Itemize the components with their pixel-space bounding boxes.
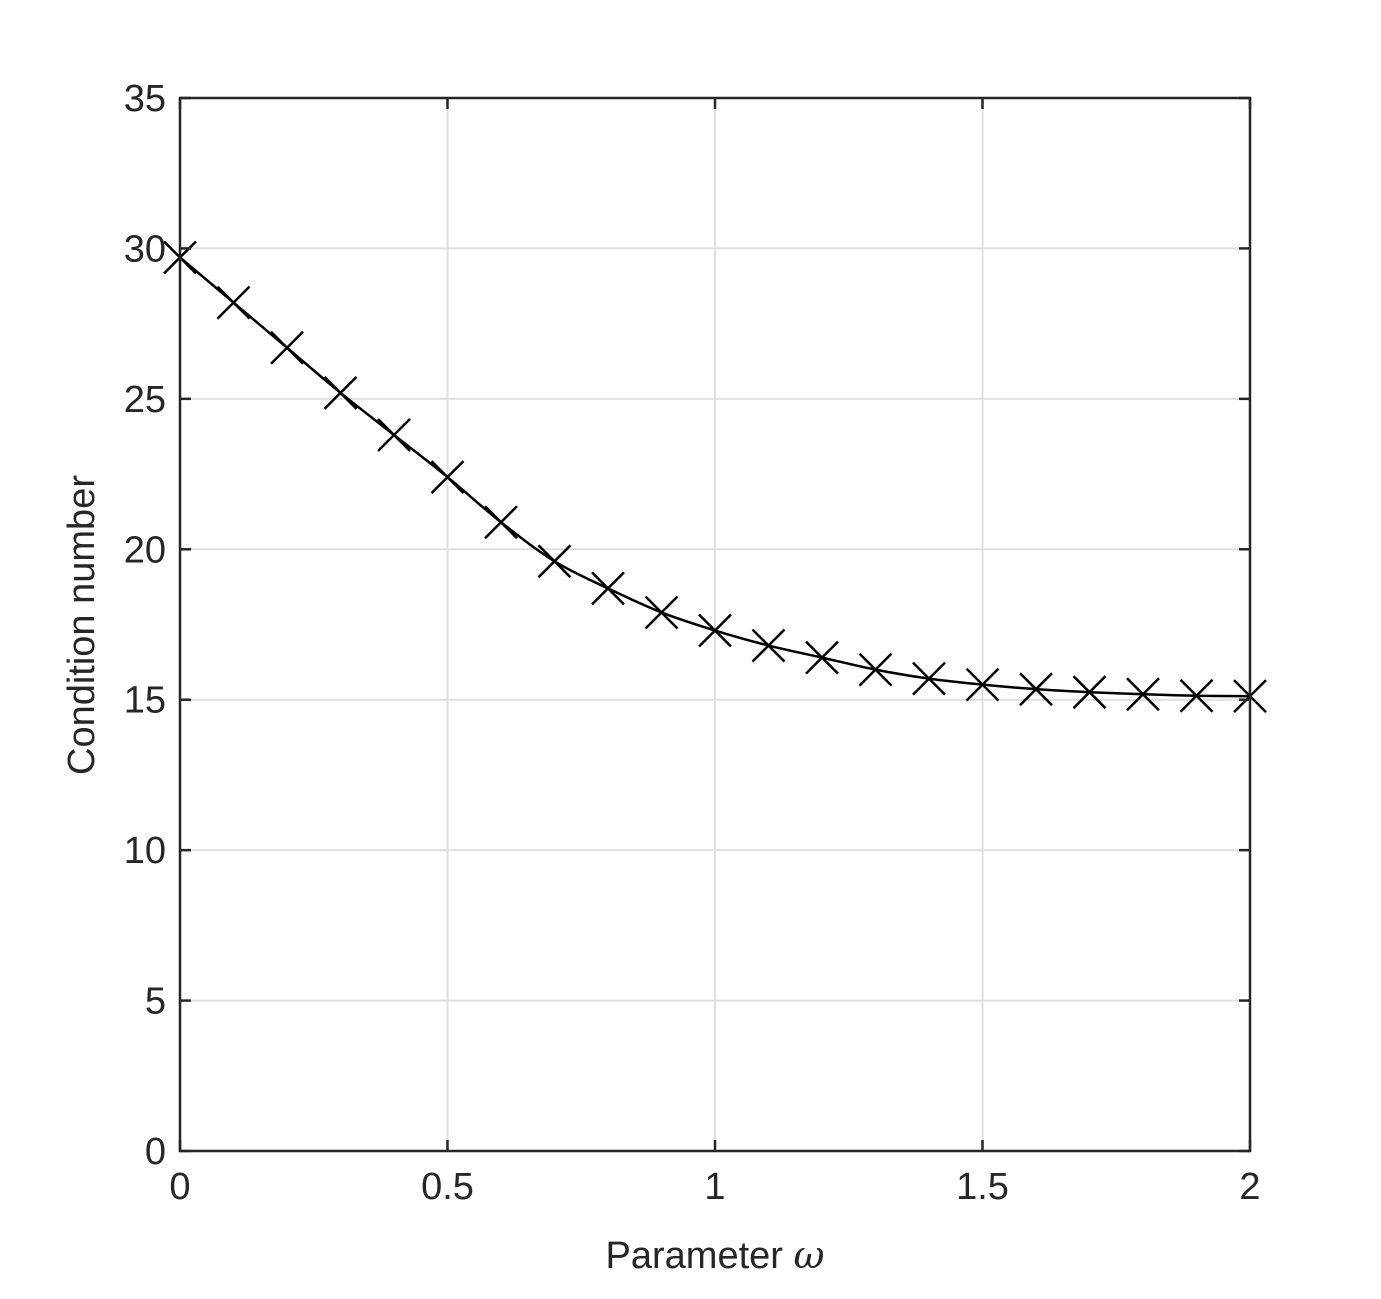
y-tick-label: 35 bbox=[124, 78, 166, 120]
y-tick-label: 0 bbox=[145, 1131, 166, 1173]
marker-stroke bbox=[484, 505, 518, 540]
series-layer bbox=[163, 240, 1267, 713]
omega-symbol: ω bbox=[793, 1233, 824, 1277]
marker-stroke bbox=[591, 571, 625, 606]
x-axis-label-text: Parameter bbox=[606, 1235, 784, 1277]
x-tick-label: 1 bbox=[704, 1166, 725, 1208]
data-point-x-marker bbox=[591, 571, 625, 606]
marker-stroke bbox=[216, 285, 251, 320]
x-tick-label: 0.5 bbox=[421, 1166, 474, 1208]
data-point-x-marker bbox=[805, 640, 839, 675]
data-point-x-marker bbox=[858, 652, 893, 687]
marker-stroke bbox=[858, 652, 893, 687]
marker-stroke bbox=[1072, 675, 1107, 710]
data-point-x-marker bbox=[965, 667, 1000, 702]
data-point-x-marker bbox=[377, 418, 411, 452]
y-tick-label: 30 bbox=[124, 228, 166, 270]
marker-stroke bbox=[698, 613, 732, 648]
data-point-x-marker bbox=[270, 330, 304, 365]
y-tick-label: 10 bbox=[124, 830, 166, 872]
data-point-x-marker bbox=[1072, 675, 1107, 710]
x-tick-label: 1.5 bbox=[956, 1166, 1009, 1208]
marker-stroke bbox=[805, 640, 839, 675]
marker-stroke bbox=[323, 375, 358, 410]
axes-frame bbox=[178, 96, 1252, 1153]
marker-stroke bbox=[1126, 677, 1160, 712]
y-tick-label: 15 bbox=[124, 680, 166, 722]
y-axis-label: Condition number bbox=[61, 475, 103, 775]
marker-stroke bbox=[1019, 672, 1053, 707]
grid-lines bbox=[180, 98, 1250, 1151]
data-point-x-marker bbox=[912, 661, 946, 696]
data-point-x-marker bbox=[323, 375, 358, 410]
y-tick-label: 20 bbox=[124, 529, 166, 571]
data-point-x-marker bbox=[430, 460, 465, 494]
data-point-x-marker bbox=[1019, 672, 1053, 707]
marker-stroke bbox=[644, 595, 679, 630]
data-point-x-marker bbox=[751, 628, 786, 663]
x-axis-label: Parameter ω bbox=[606, 1233, 825, 1277]
data-point-x-marker bbox=[698, 613, 732, 648]
marker-stroke bbox=[912, 661, 946, 696]
data-point-x-marker bbox=[216, 285, 251, 320]
data-point-x-marker bbox=[644, 595, 679, 630]
marker-stroke bbox=[377, 418, 411, 452]
marker-stroke bbox=[537, 544, 572, 579]
data-point-x-marker bbox=[484, 505, 518, 540]
data-point-x-marker bbox=[1179, 678, 1214, 713]
y-tick-label: 25 bbox=[124, 379, 166, 421]
marker-stroke bbox=[751, 628, 786, 663]
data-point-x-marker bbox=[537, 544, 572, 579]
marker-stroke bbox=[1179, 678, 1214, 713]
x-tick-label: 2 bbox=[1239, 1166, 1260, 1208]
y-tick-label: 5 bbox=[145, 981, 166, 1023]
data-point-x-marker bbox=[1126, 677, 1160, 712]
marker-stroke bbox=[965, 667, 1000, 702]
marker-stroke bbox=[270, 330, 304, 365]
marker-stroke bbox=[430, 460, 465, 494]
x-tick-label: 0 bbox=[169, 1166, 190, 1208]
